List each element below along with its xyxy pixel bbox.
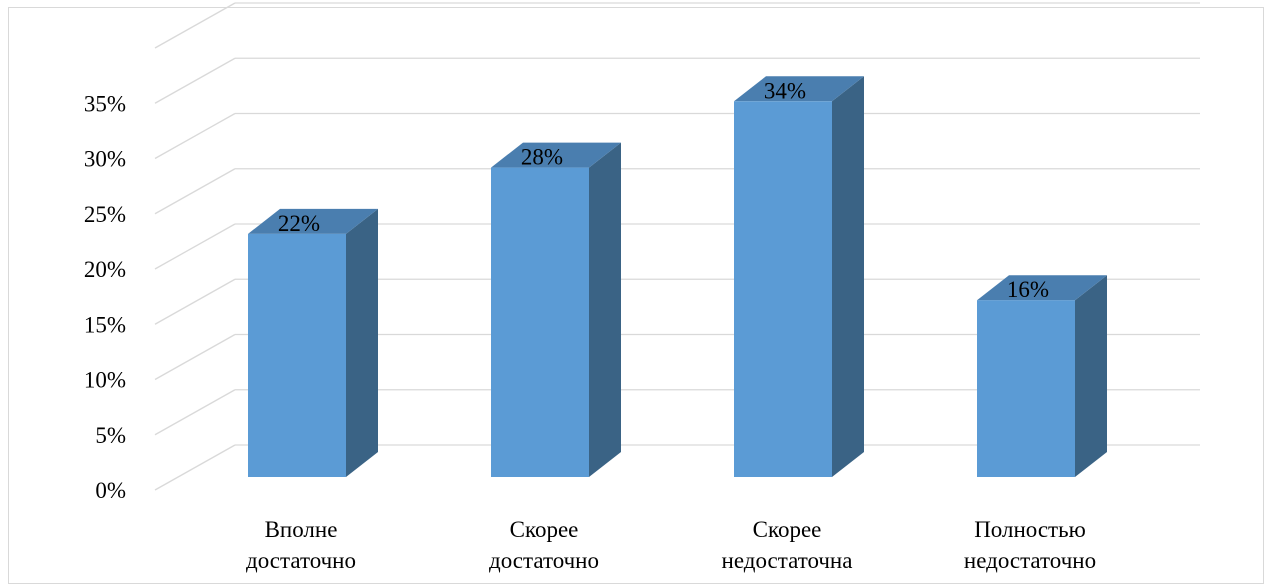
- floor-gridline: [154, 2, 236, 49]
- floor-gridline: [154, 223, 236, 270]
- y-tick-label: 0%: [95, 478, 126, 503]
- category-label-line: Вполне: [265, 517, 338, 542]
- category-label-line: Полностью: [974, 517, 1086, 542]
- category-label-line: достаточно: [489, 548, 599, 573]
- bar: [734, 76, 864, 478]
- x-axis-categories: Вполне достаточно Скорее достаточно Скорее не…: [246, 517, 1096, 573]
- bar: [977, 275, 1107, 477]
- floor-gridline: [154, 333, 236, 381]
- bars: [248, 76, 1107, 478]
- floor-gridline: [154, 112, 236, 160]
- bar-side: [346, 208, 378, 477]
- y-tick-label: 35%: [84, 91, 126, 116]
- category-label-line: недостаточна: [722, 548, 853, 573]
- category-label: Скорее недостаточна: [722, 517, 853, 573]
- floor-gridline: [154, 57, 236, 104]
- y-tick-label: 15%: [84, 312, 126, 337]
- y-tick-label: 30%: [84, 147, 126, 172]
- y-tick-label: 10%: [84, 368, 126, 393]
- bar-top: [734, 76, 864, 102]
- y-axis-ticks: 0% 5% 10% 15% 20% 25% 30% 35%: [84, 91, 126, 503]
- category-label: Скорее достаточно: [489, 517, 599, 573]
- y-tick-label: 20%: [84, 257, 126, 282]
- category-label-line: Скорее: [753, 517, 822, 542]
- bar-top: [491, 142, 621, 168]
- category-label-line: недостаточно: [964, 548, 1096, 573]
- bar-side: [832, 76, 864, 478]
- floor-gridline: [154, 168, 236, 215]
- bar-side: [589, 142, 621, 477]
- bar-front: [734, 101, 832, 478]
- category-label-line: достаточно: [246, 548, 356, 573]
- category-label: Вполне достаточно: [246, 517, 356, 573]
- y-tick-label: 25%: [84, 202, 126, 227]
- floor-gridline: [154, 278, 236, 325]
- bar-top: [977, 275, 1107, 301]
- bar-top: [248, 208, 378, 234]
- floor-gridline: [154, 444, 236, 491]
- category-label: Полностью недостаточно: [964, 517, 1096, 573]
- data-label: 34%: [764, 78, 806, 103]
- data-label: 28%: [521, 145, 563, 170]
- data-labels: 22% 28% 34% 16%: [278, 78, 1049, 302]
- bar-front: [491, 167, 589, 477]
- bar: [248, 208, 378, 477]
- bar: [491, 142, 621, 477]
- data-label: 16%: [1007, 277, 1049, 302]
- data-label: 22%: [278, 211, 320, 236]
- floor-gridline: [154, 389, 236, 436]
- category-label-line: Скорее: [510, 517, 579, 542]
- bar-front: [248, 233, 346, 477]
- y-tick-label: 5%: [95, 423, 126, 448]
- bar-front: [977, 300, 1075, 477]
- bar-side: [1075, 275, 1107, 477]
